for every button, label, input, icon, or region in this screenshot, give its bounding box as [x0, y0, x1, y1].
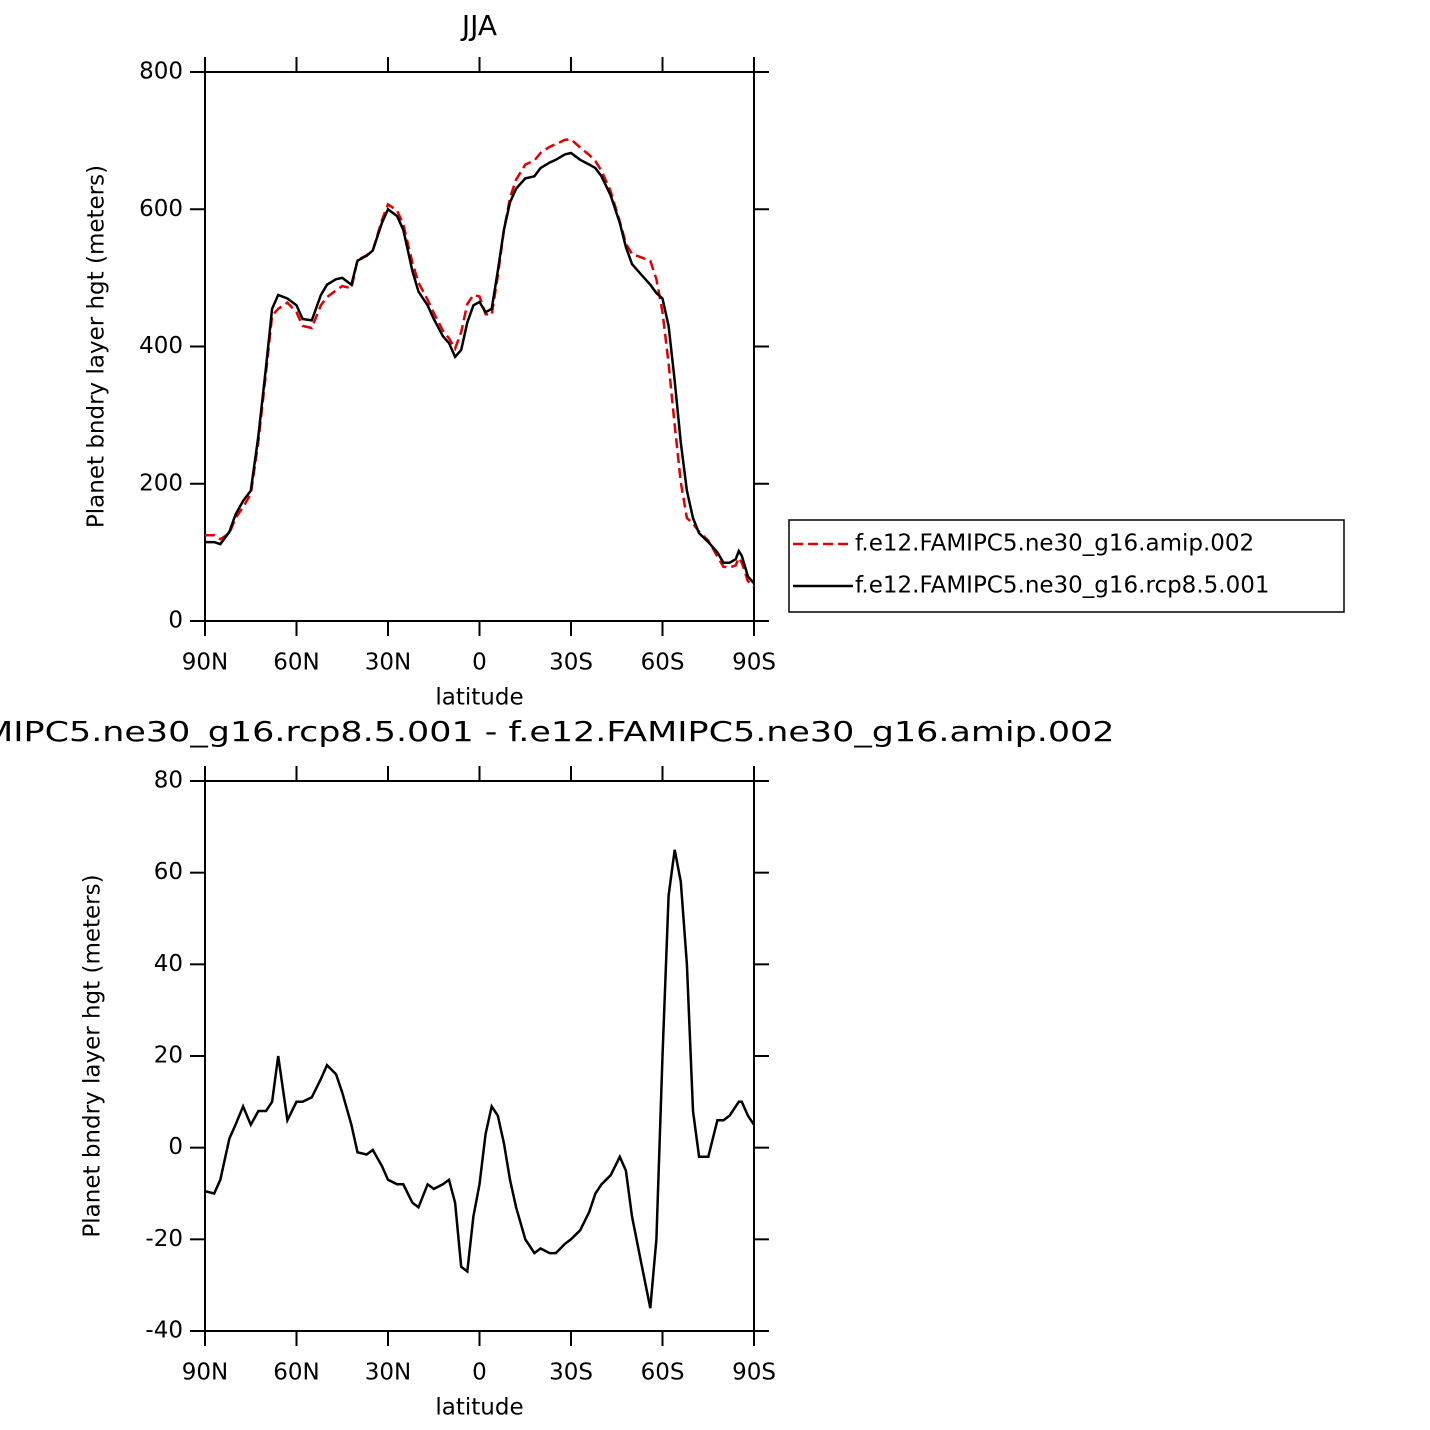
x-tick-label: 30S	[549, 650, 593, 676]
y-axis-label: Planet bndry layer hgt (meters)	[80, 874, 106, 1237]
y-tick-label: 20	[154, 1043, 183, 1069]
y-tick-label: 0	[168, 1134, 183, 1160]
x-tick-label: 90N	[182, 650, 228, 676]
y-tick-label: 0	[168, 608, 183, 634]
legend-label: f.e12.FAMIPC5.ne30_g16.rcp8.5.001	[855, 573, 1269, 599]
x-axis-label: latitude	[435, 1395, 523, 1421]
x-tick-label: 30N	[365, 650, 411, 676]
plot-frame	[204, 780, 755, 1332]
x-tick-label: 60S	[641, 1360, 685, 1386]
y-axis-label: Planet bndry layer hgt (meters)	[84, 165, 110, 528]
y-tick-label: 60	[154, 859, 183, 885]
x-tick-label: 30N	[365, 1360, 411, 1386]
x-tick-label: 30S	[549, 1360, 593, 1386]
y-tick-label: 600	[139, 196, 183, 222]
chart-title: JJA	[460, 9, 497, 42]
x-tick-label: 90S	[732, 650, 776, 676]
x-tick-label: 90S	[732, 1360, 776, 1386]
x-axis-label: latitude	[435, 685, 523, 711]
chart-title: f.e12.FAMIPC5.ne30_g16.rcp8.5.001 - f.e1…	[0, 715, 1115, 748]
legend-box	[788, 519, 1345, 613]
data-line	[205, 151, 755, 585]
x-tick-label: 90N	[182, 1360, 228, 1386]
plot-frame	[204, 71, 755, 622]
y-tick-label: 40	[154, 951, 183, 977]
x-tick-label: 60N	[273, 650, 319, 676]
y-tick-label: -40	[145, 1318, 183, 1344]
y-tick-label: 800	[139, 59, 183, 85]
x-tick-label: 0	[472, 1360, 487, 1386]
legend: f.e12.FAMIPC5.ne30_g16.amip.002 f.e12.FAM…	[788, 519, 1345, 613]
x-tick-label: 60S	[641, 650, 685, 676]
y-tick-label: 80	[154, 768, 183, 794]
data-line	[204, 849, 756, 1309]
y-tick-label: 400	[139, 333, 183, 359]
y-tick-label: -20	[145, 1226, 183, 1252]
legend-label: f.e12.FAMIPC5.ne30_g16.amip.002	[855, 531, 1254, 557]
y-tick-label: 200	[139, 470, 183, 496]
x-tick-label: 60N	[273, 1360, 319, 1386]
x-tick-label: 0	[472, 650, 487, 676]
